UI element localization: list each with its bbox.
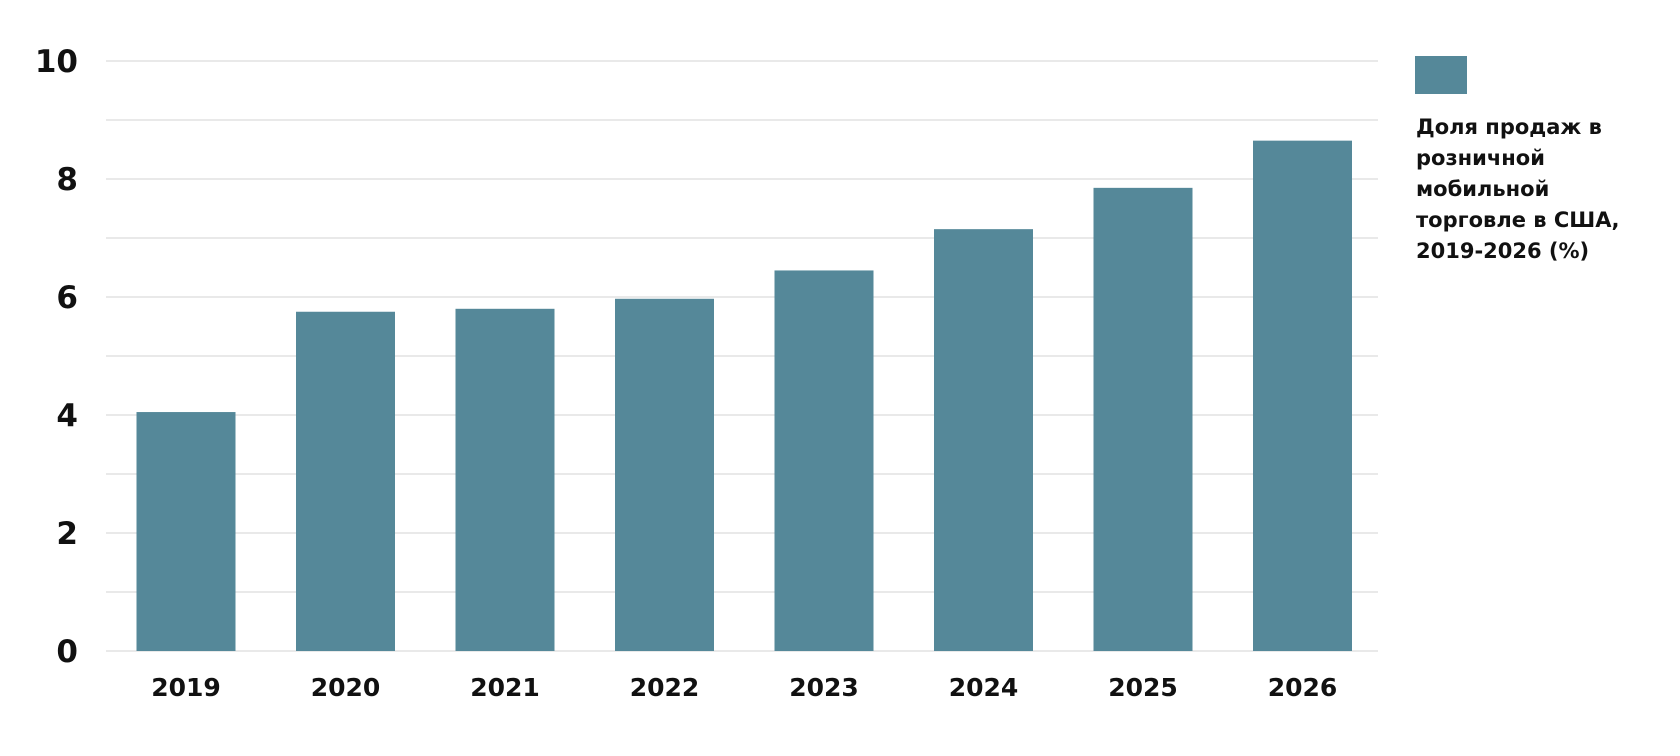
legend-label-line: мобильной [1416, 177, 1549, 201]
bar-2020 [296, 311, 395, 651]
bar-2024 [934, 229, 1033, 651]
legend-label: Доля продаж в розничной мобильной торговле … [1416, 115, 1619, 263]
x-tick-label: 2020 [311, 673, 381, 702]
bar-2025 [1093, 187, 1193, 651]
legend-swatch [1415, 56, 1467, 94]
y-tick-label: 10 [35, 44, 78, 80]
bars [136, 140, 1352, 651]
legend-label-line: розничной [1416, 146, 1545, 170]
x-tick-label: 2019 [151, 673, 221, 702]
y-tick-label: 8 [56, 162, 78, 198]
x-tick-label: 2023 [789, 673, 859, 702]
y-tick-label: 0 [56, 634, 78, 670]
x-tick-label: 2022 [630, 673, 700, 702]
legend: Доля продаж в розничной мобильной торговле … [1415, 56, 1619, 263]
x-tick-label: 2025 [1108, 673, 1178, 702]
legend-label-line: 2019-2026 (%) [1416, 239, 1589, 263]
y-tick-label: 4 [56, 398, 78, 434]
bar-2023 [774, 270, 874, 651]
x-axis-ticks: 2019 2020 2021 2022 2023 2024 2025 2026 [151, 673, 1337, 702]
bar-2022 [615, 298, 714, 651]
y-tick-label: 6 [56, 280, 78, 316]
x-tick-label: 2026 [1268, 673, 1338, 702]
x-tick-label: 2024 [949, 673, 1019, 702]
x-tick-label: 2021 [470, 673, 540, 702]
bar-2026 [1253, 140, 1352, 651]
bar-2019 [136, 412, 236, 651]
bar-2021 [455, 308, 555, 651]
legend-label-line: Доля продаж в [1416, 115, 1602, 139]
legend-label-line: торговле в США, [1416, 208, 1619, 232]
y-axis-ticks: 0 2 4 6 8 10 [35, 44, 78, 670]
y-tick-label: 2 [56, 516, 78, 552]
